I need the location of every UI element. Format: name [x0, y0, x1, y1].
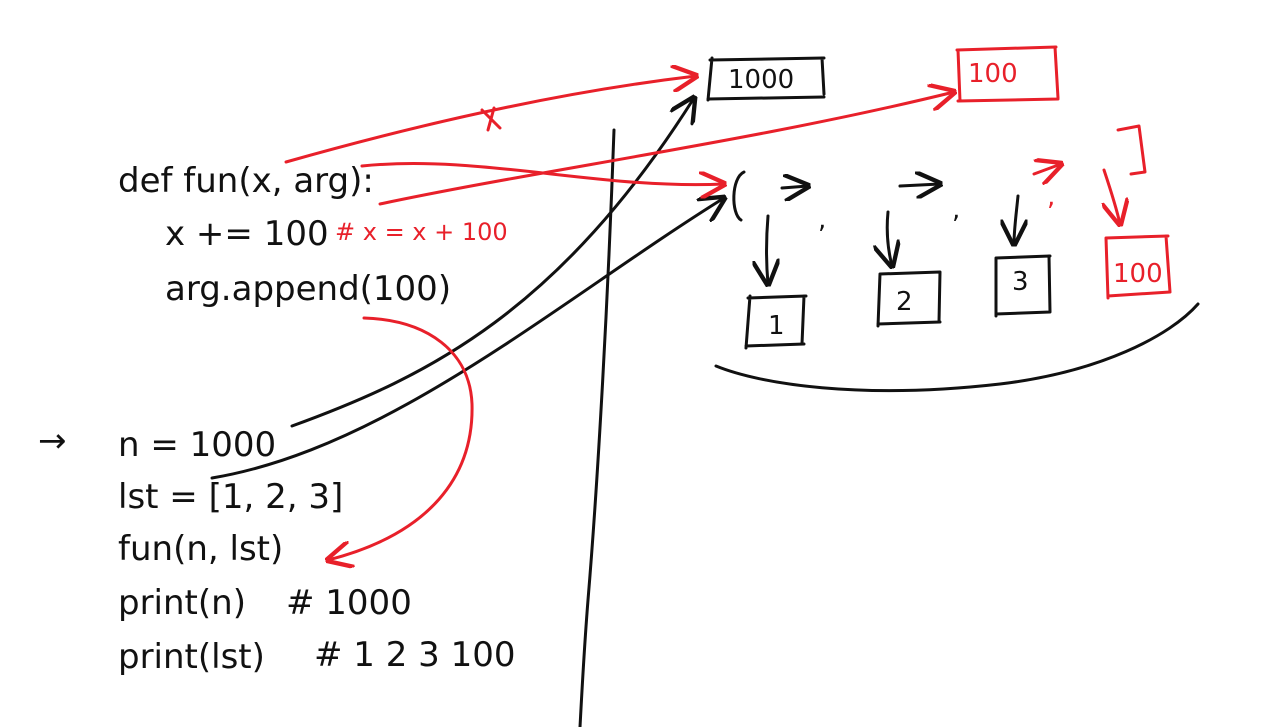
list-structure: , , , 1 2 3 100: [714, 124, 1200, 393]
x-reference-crossed-mark: [480, 106, 502, 132]
x-new-reference-arrow: [378, 92, 954, 206]
svg-text:,: ,: [952, 195, 960, 225]
function-increment-comment: # x = x + 100: [335, 218, 508, 246]
svg-text:,: ,: [1047, 182, 1055, 212]
n-reference-arrow: [290, 98, 694, 428]
main-print-list-comment: # 1 2 3 100: [314, 635, 516, 675]
lst-reference-arrow: [210, 198, 724, 480]
int-100-box: 100: [955, 45, 1060, 103]
function-def-line: def fun(x, arg):: [118, 161, 374, 201]
svg-text:1000: 1000: [728, 65, 794, 95]
divider-line: [578, 128, 616, 727]
svg-text:100: 100: [1113, 259, 1163, 289]
execution-pointer: →: [38, 421, 67, 461]
svg-text:3: 3: [1012, 267, 1029, 297]
main-call-line: fun(n, lst): [118, 529, 283, 569]
main-assign-n-line: n = 1000: [118, 425, 276, 465]
function-append-line: arg.append(100): [165, 269, 451, 309]
x-old-reference-arrow: [284, 76, 696, 164]
svg-text:100: 100: [968, 59, 1018, 89]
svg-text:1: 1: [768, 311, 785, 341]
svg-text:,: ,: [818, 205, 826, 235]
main-print-n-line: print(n): [118, 583, 246, 623]
svg-text:2: 2: [896, 287, 913, 317]
main-assign-list-line: lst = [1, 2, 3]: [118, 477, 343, 517]
int-1000-box: 1000: [706, 56, 826, 102]
arg-reference-arrow: [360, 162, 724, 185]
return-flow-arrow: [328, 316, 474, 560]
function-increment-line: x += 100: [165, 214, 329, 254]
main-print-n-comment: # 1000: [286, 583, 412, 623]
main-print-list-line: print(lst): [118, 637, 265, 677]
